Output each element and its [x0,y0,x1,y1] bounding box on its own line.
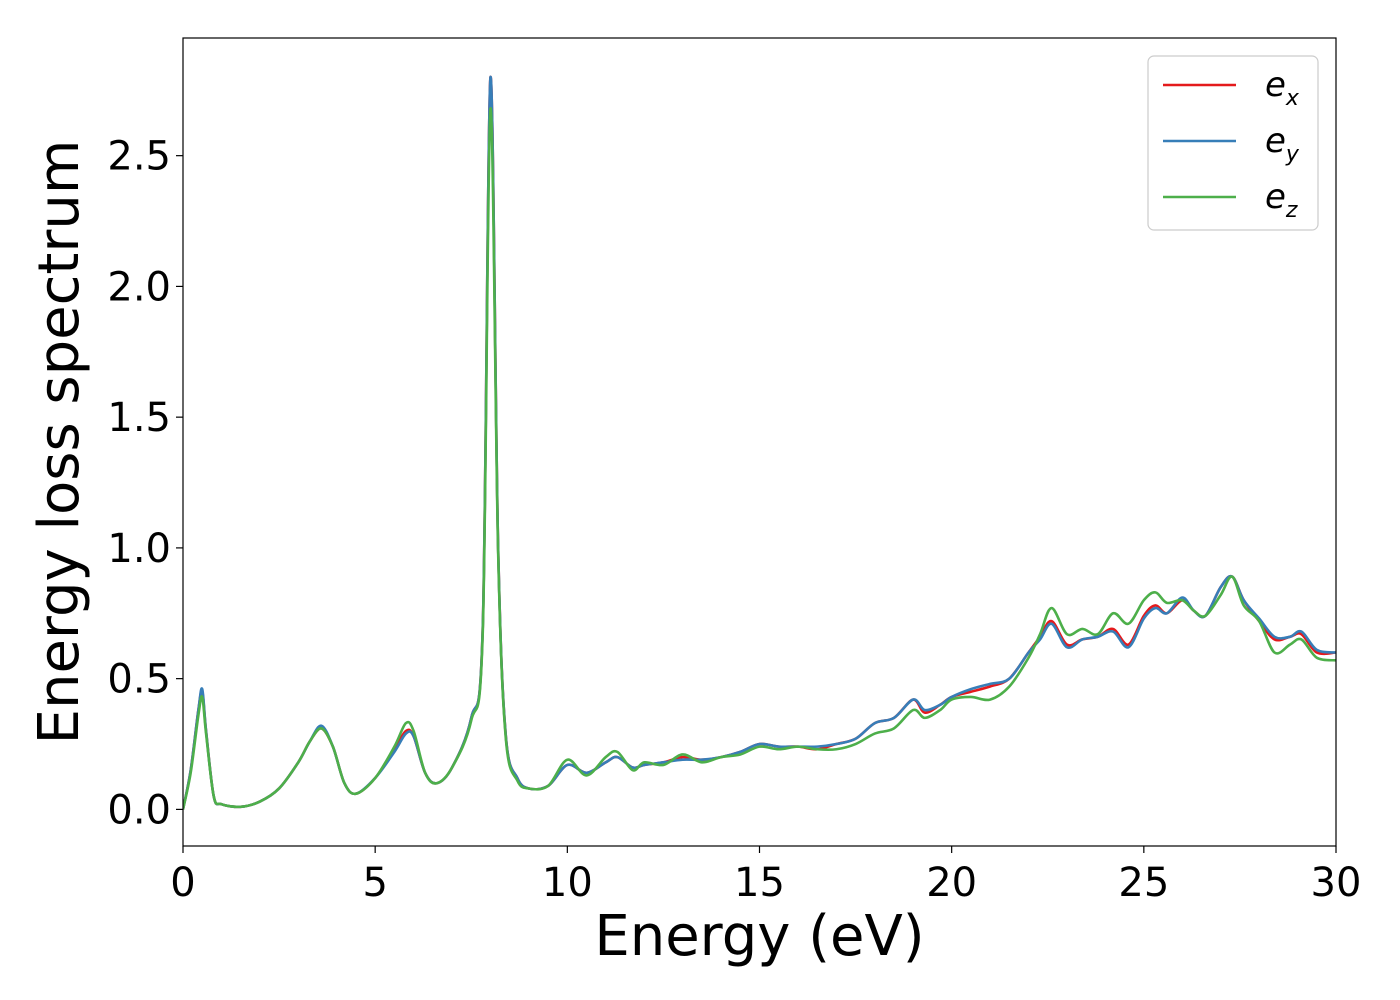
y-tick-label: 2.0 [107,264,171,310]
x-tick-label: 30 [1311,860,1362,906]
legend-box [1147,55,1319,231]
legend-label-z: ez [1265,177,1298,223]
plot-area [183,75,1336,810]
legend-label-base: e [1265,121,1286,161]
y-tick-label: 2.5 [107,134,171,180]
x-tick-label: 20 [926,860,977,906]
x-tick-label: 5 [362,860,387,906]
legend-label-y: ey [1265,121,1300,167]
x-tick-label: 0 [170,860,195,906]
legend-label-x: ex [1265,65,1300,111]
y-axis-title: Energy loss spectrum [27,140,92,745]
x-tick-label: 15 [734,860,785,906]
legend-label-subscript: y [1285,142,1300,167]
x-axis-title: Energy (eV) [594,904,924,969]
legend-label-base: e [1265,177,1286,217]
x-tick-label: 10 [542,860,593,906]
series-line-z [183,107,1336,810]
x-axis: 0 5 10 15 20 25 30 [170,846,1361,906]
y-tick-label: 0.5 [107,657,171,703]
y-tick-label: 1.0 [107,526,171,572]
legend-label-base: e [1265,65,1286,105]
legend-label-subscript: x [1285,86,1300,111]
x-tick-label: 25 [1118,860,1169,906]
y-tick-label: 0.0 [107,787,171,833]
legend-label-subscript: z [1285,198,1298,223]
y-axis: 0.0 0.5 1.0 1.5 2.0 2.5 [107,134,183,833]
y-tick-label: 1.5 [107,395,171,441]
